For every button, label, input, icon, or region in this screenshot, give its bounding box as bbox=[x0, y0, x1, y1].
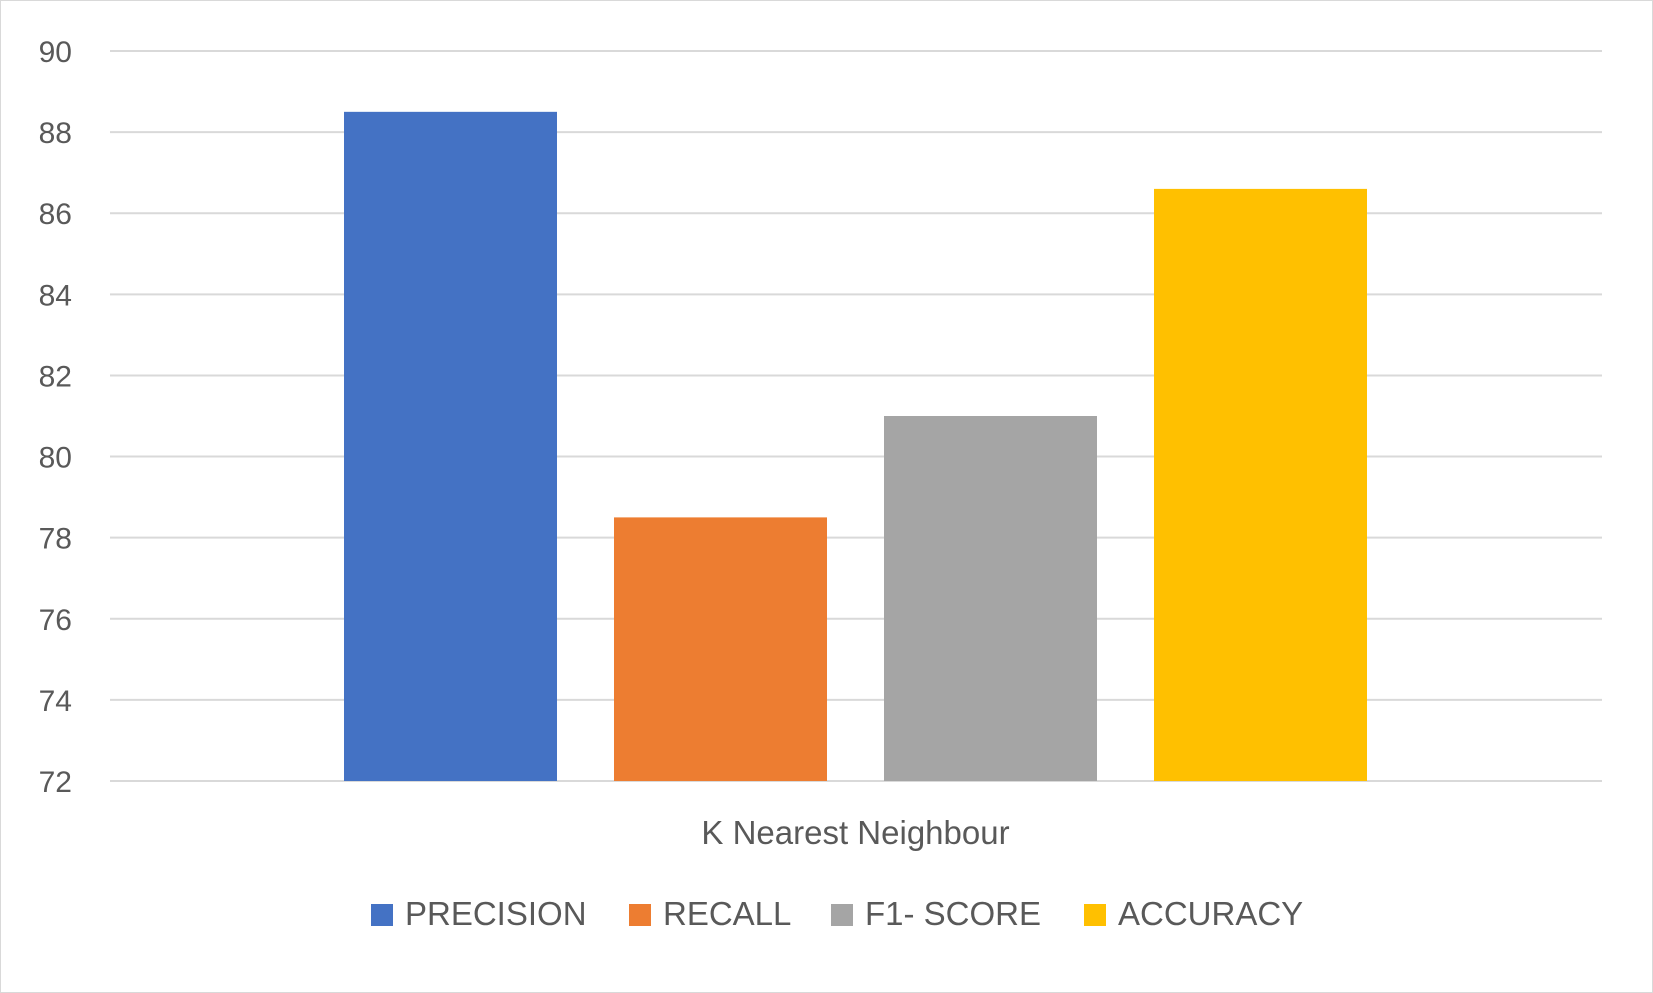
y-tick-label: 84 bbox=[39, 279, 72, 312]
x-category-label: K Nearest Neighbour bbox=[701, 814, 1009, 851]
bar-precision bbox=[344, 111, 557, 782]
y-tick-label: 82 bbox=[39, 360, 72, 393]
bar-f1-score bbox=[884, 416, 1097, 781]
y-tick-label: 90 bbox=[39, 36, 72, 69]
legend-swatch-f1-score bbox=[831, 904, 853, 926]
legend-swatch-accuracy bbox=[1084, 904, 1106, 926]
y-tick-label: 80 bbox=[39, 442, 72, 475]
y-tick-label: 76 bbox=[39, 604, 72, 637]
bar-accuracy bbox=[1154, 188, 1367, 781]
legend-swatch-recall bbox=[629, 904, 651, 926]
y-tick-label: 74 bbox=[39, 685, 72, 718]
y-tick-label: 72 bbox=[39, 766, 72, 799]
legend-label-precision: PRECISION bbox=[405, 895, 587, 932]
legend-label-recall: RECALL bbox=[663, 895, 791, 932]
y-tick-label: 86 bbox=[39, 198, 72, 231]
legend-swatch-precision bbox=[371, 904, 393, 926]
y-tick-label: 78 bbox=[39, 523, 72, 556]
bar-recall bbox=[614, 517, 827, 781]
y-tick-label: 88 bbox=[39, 117, 72, 150]
legend-label-accuracy: ACCURACY bbox=[1118, 895, 1303, 932]
legend-label-f1-score: F1- SCORE bbox=[865, 895, 1041, 932]
